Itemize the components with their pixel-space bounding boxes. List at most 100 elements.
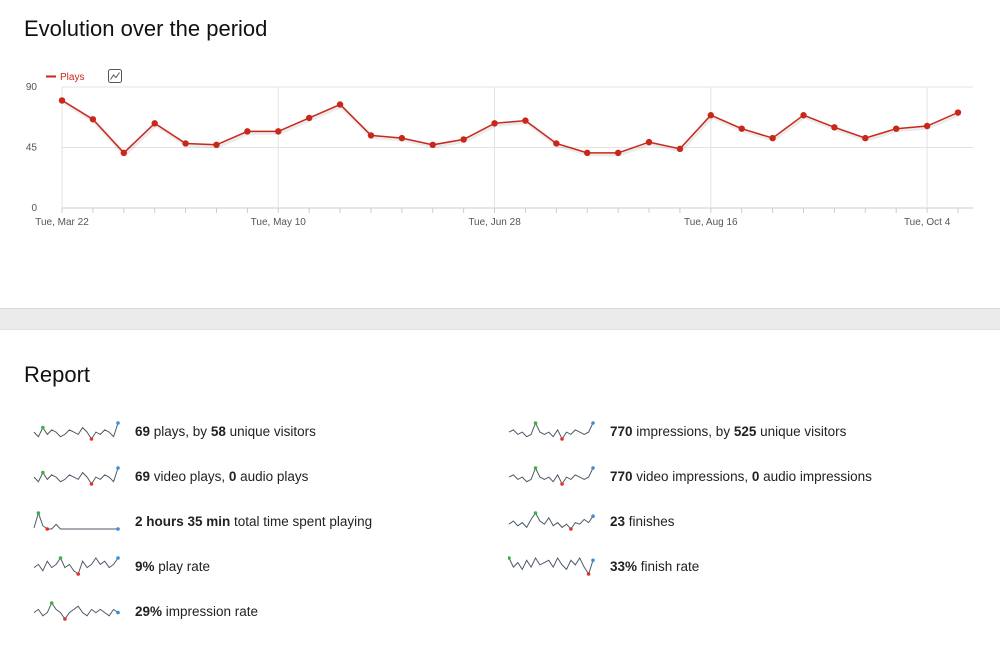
sparkline <box>33 601 120 621</box>
plays-point <box>707 112 715 119</box>
plays-point <box>398 134 406 142</box>
metric-text: 33% finish rate <box>610 558 700 574</box>
metric-text: 23 finishes <box>610 513 675 529</box>
sparkline-max-dot <box>533 466 538 470</box>
sparkline-last-dot <box>591 466 595 470</box>
metric-impression-rate: 29% impression rate <box>33 600 258 622</box>
plays-point <box>831 124 838 131</box>
plays-point <box>58 97 66 104</box>
sparkline-path <box>508 421 594 441</box>
sparkline <box>508 466 595 486</box>
x-tick-label: Tue, Oct 4 <box>904 217 951 228</box>
sparkline-min-dot <box>560 482 564 486</box>
sparkline-path <box>33 601 119 620</box>
plays-point <box>954 109 962 116</box>
plays-point <box>305 114 313 122</box>
sparkline-max-dot <box>533 421 538 425</box>
plays-point <box>769 134 776 142</box>
sparkline-path <box>508 512 594 530</box>
sparkline-last-dot <box>116 527 120 531</box>
sparkline-min-dot <box>586 572 591 576</box>
plays-point <box>645 138 653 146</box>
plays-point <box>89 116 97 123</box>
sparkline <box>508 511 595 531</box>
sparkline-last-dot <box>591 421 595 425</box>
plays-point <box>182 140 189 147</box>
plays-point <box>553 140 560 147</box>
plays-point <box>923 122 931 130</box>
metric-finishes: 23 finishes <box>508 510 675 532</box>
plays-point <box>460 136 467 143</box>
sparkline <box>33 556 120 576</box>
x-tick-label: Tue, Jun 28 <box>468 217 521 228</box>
sparkline-min-dot <box>63 617 67 621</box>
sparkline <box>33 511 120 531</box>
plays-point <box>367 132 375 139</box>
sparkline-min-dot <box>560 437 564 441</box>
plays-point <box>213 141 220 149</box>
metric-text: 770 impressions, by 525 unique visitors <box>610 423 847 439</box>
x-tick-label: Tue, Aug 16 <box>684 217 738 228</box>
plays-point <box>336 101 344 108</box>
sparkline-last-dot <box>116 556 120 560</box>
y-tick-label: 90 <box>26 82 38 93</box>
sparkline-max-dot <box>41 470 45 475</box>
plays-point <box>491 120 498 127</box>
sparkline-path <box>33 556 119 575</box>
plays-line <box>61 99 959 154</box>
metric-text: 69 plays, by 58 unique visitors <box>135 423 316 439</box>
plays-line-chart: 90 45 0 Tue, Mar 22 Tue, May 10 Tue, Jun 28 Tu… <box>26 69 973 228</box>
legend-label: Plays <box>60 72 84 83</box>
sparkline-path <box>33 422 119 440</box>
chart-type-icon[interactable] <box>108 69 122 83</box>
sparkline-max-dot <box>36 511 41 515</box>
sparkline <box>33 466 120 486</box>
metric-text: 9% play rate <box>135 558 211 574</box>
plays-point <box>244 128 251 135</box>
plays-point <box>429 141 436 149</box>
sparkline-path <box>508 556 594 576</box>
metric-text: 29% impression rate <box>135 603 259 619</box>
metric-plays: 69 plays, by 58 unique visitors <box>33 420 316 442</box>
sparkline-last-dot <box>591 514 595 518</box>
sparkline-min-dot <box>45 527 50 531</box>
sparkline-path <box>508 466 594 486</box>
report-title: Report <box>24 362 91 387</box>
metric-text: 770 video impressions, 0 audio impressio… <box>610 468 872 484</box>
sparkline-min-dot <box>89 437 94 441</box>
sparkline-path <box>33 467 119 485</box>
metric-play-rate: 9% play rate <box>33 555 210 577</box>
x-tick-label: Tue, Mar 22 <box>35 217 89 228</box>
plays-point <box>614 149 622 157</box>
metric-text: 2 hours 35 min total time spent playing <box>135 513 373 529</box>
sparkline-max-dot <box>41 425 45 430</box>
sparkline <box>33 421 120 441</box>
sparkline-last-dot <box>591 558 595 563</box>
y-tick-label: 0 <box>31 203 37 214</box>
sparkline-last-dot <box>116 421 120 425</box>
metric-video-plays: 69 video plays, 0 audio plays <box>33 465 308 487</box>
metric-finish-rate: 33% finish rate <box>508 555 699 577</box>
evolution-panel: Evolution over the period 90 45 0 Tue, Mar … <box>0 0 1000 308</box>
metric-text: 69 video plays, 0 audio plays <box>135 468 309 484</box>
plays-point <box>738 125 745 132</box>
sparkline-max-dot <box>533 511 538 515</box>
sparkline-last-dot <box>116 466 120 470</box>
plays-point <box>676 145 684 153</box>
sparkline-last-dot <box>116 610 120 615</box>
x-tick-label: Tue, May 10 <box>251 217 307 228</box>
sparkline-max-dot <box>508 556 511 560</box>
sparkline <box>508 421 595 441</box>
plays-line-shadow <box>61 100 960 158</box>
sparkline-min-dot <box>89 482 94 486</box>
metric-video-impressions: 770 video impressions, 0 audio impressio… <box>508 465 872 487</box>
chart-type-icon-line <box>110 72 120 80</box>
plays-point <box>275 128 282 135</box>
plays-point <box>862 134 869 142</box>
plays-point <box>800 112 807 119</box>
plays-point <box>584 149 591 157</box>
sparkline <box>508 556 595 576</box>
sparkline-min-dot <box>569 527 573 531</box>
evolution-title: Evolution over the period <box>24 16 268 41</box>
metric-impressions: 770 impressions, by 525 unique visitors <box>508 420 846 442</box>
